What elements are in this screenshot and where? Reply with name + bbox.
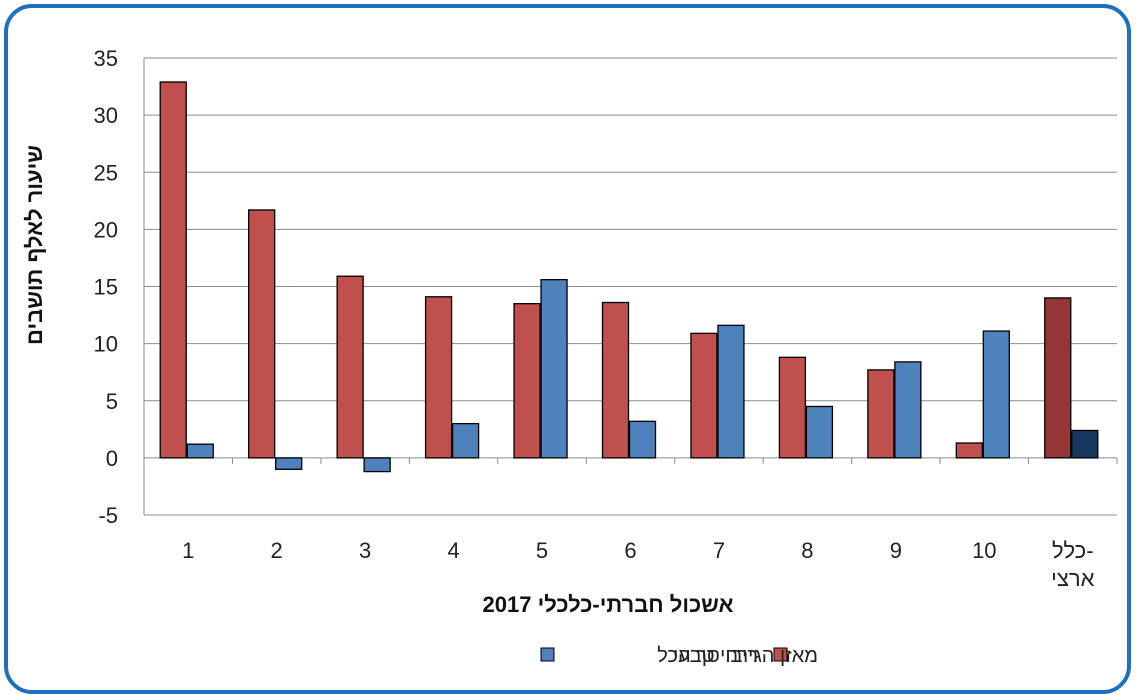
- bar-migration-balance: [275, 457, 303, 470]
- bar-migration-balance: [1071, 429, 1099, 459]
- bar-migration-balance: [982, 330, 1010, 459]
- bar-migration-balance: [186, 443, 214, 459]
- x-category-label: 7: [713, 538, 725, 563]
- y-tick-label: 15: [94, 275, 118, 300]
- bar-migration-balance: [363, 457, 391, 473]
- x-category-label: כלל-ארצי: [1051, 538, 1094, 591]
- bar-natural-increase: [955, 442, 983, 459]
- y-tick-label: -5: [98, 503, 118, 528]
- x-category-labels: 1 2 3 4 5 6 7 8 9 10 כלל-ארצי: [182, 538, 1094, 591]
- x-category-label: 9: [890, 538, 902, 563]
- bar-migration-balance: [805, 405, 834, 459]
- bar-natural-increase: [424, 296, 453, 459]
- x-category-label: 4: [447, 538, 459, 563]
- x-category-label: 10: [972, 538, 996, 563]
- bar-migration-balance: [451, 422, 480, 459]
- x-category-label: 3: [359, 538, 371, 563]
- legend-swatch-migration-balance: [540, 647, 555, 662]
- bar-natural-increase: [867, 369, 895, 459]
- y-tick-label: 20: [94, 217, 118, 242]
- bar-natural-increase: [336, 275, 364, 459]
- y-tick-label: 35: [94, 46, 118, 71]
- y-axis-title: שיעור לאלף תושבים: [22, 145, 47, 345]
- bar-chart: 35 30 25 20 15 10 5 0 -5 1 2 3 4 5 6 7 8 9 10 כלל-ארצי שיע…: [22, 46, 1118, 667]
- bar-natural-increase: [248, 209, 276, 459]
- bar-migration-balance: [628, 420, 657, 459]
- legend: ריבוי טבעי מאזן הגירה סך הכל: [540, 645, 818, 667]
- bar-natural-increase: [690, 332, 718, 459]
- y-tick-label: 30: [94, 103, 118, 128]
- bar-migration-balance: [717, 324, 745, 459]
- y-tick-labels: 35 30 25 20 15 10 5 0 -5: [94, 46, 118, 528]
- y-tick-label: 0: [106, 446, 118, 471]
- x-category-label: 6: [624, 538, 636, 563]
- x-category-label: 1: [182, 538, 194, 563]
- x-category-label: 5: [536, 538, 548, 563]
- y-tick-label: 5: [106, 389, 118, 414]
- bar-natural-increase: [159, 81, 187, 459]
- bar-natural-increase: [778, 356, 807, 459]
- y-tick-label: 10: [94, 332, 118, 357]
- grid-lines: [143, 57, 1118, 516]
- x-axis-title: אשכול חברתי-כלכלי 2017: [483, 592, 734, 617]
- x-category-label: 2: [271, 538, 283, 563]
- y-tick-label: 25: [94, 160, 118, 185]
- legend-swatch-natural-increase: [773, 647, 788, 662]
- bar-migration-balance: [540, 278, 568, 459]
- bars: [159, 81, 1099, 473]
- legend-label-natural-increase: ריבוי טבעי: [673, 645, 758, 667]
- bar-natural-increase: [513, 302, 541, 459]
- x-category-label: 8: [801, 538, 813, 563]
- bar-natural-increase: [601, 301, 630, 459]
- bar-migration-balance: [894, 361, 922, 459]
- bar-natural-increase: [1044, 297, 1072, 459]
- legend-label-migration-balance: מאזן הגירה סך הכל: [657, 645, 818, 667]
